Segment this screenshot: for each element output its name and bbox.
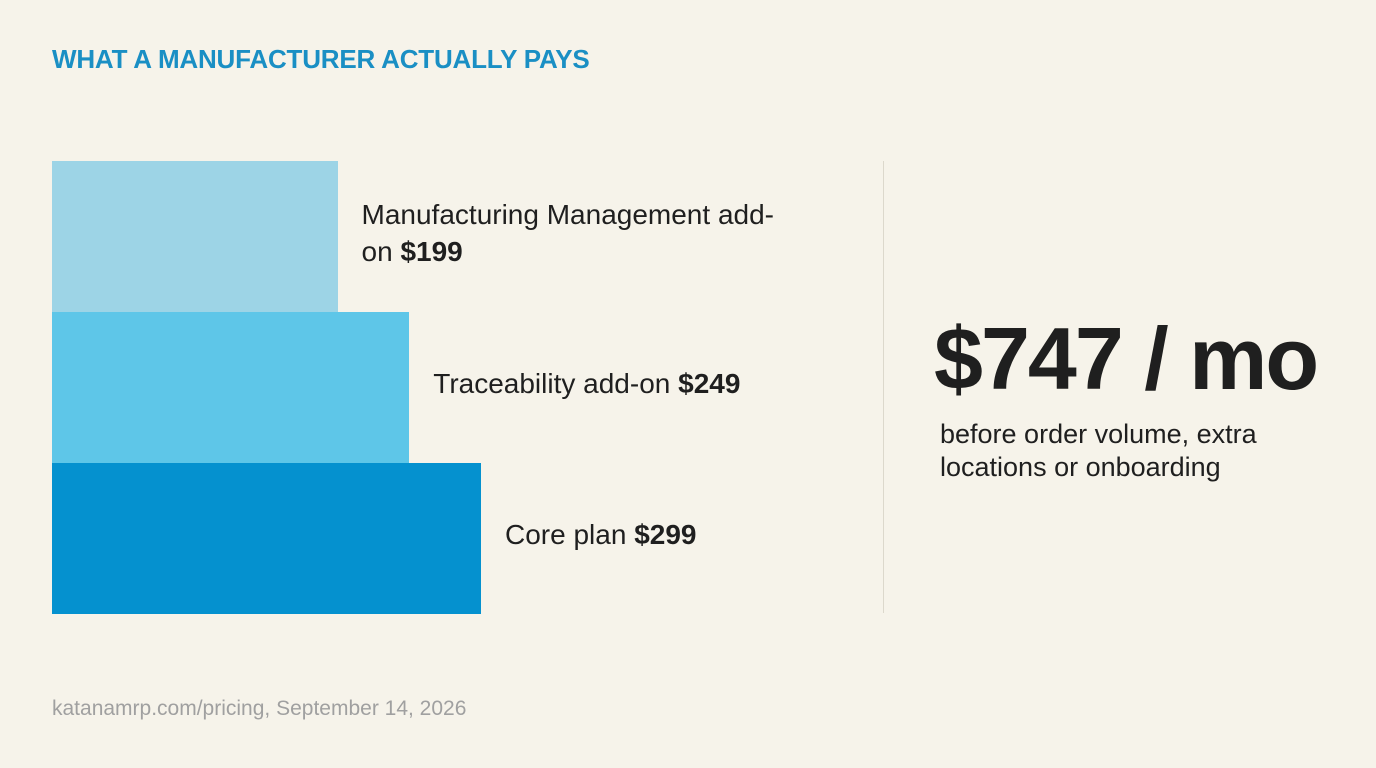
value-label: $249	[678, 368, 741, 399]
category-label: Manufacturing Management add-on	[361, 198, 774, 267]
category-label: Core plan	[505, 519, 627, 550]
category-label: Traceability add-on	[433, 368, 671, 399]
source: katanamrp.com/pricing, September 14, 202…	[52, 697, 467, 720]
bar	[52, 161, 338, 312]
divider	[883, 161, 884, 613]
bar	[52, 312, 410, 463]
total-note: before order volume, extra locations or …	[940, 419, 1257, 482]
bar-label: Core plan $299	[505, 516, 925, 553]
bar	[52, 463, 481, 614]
bar-label: Manufacturing Management add-on $199	[362, 196, 782, 270]
value-label: $299	[634, 519, 697, 550]
total: $747 / mo	[934, 309, 1319, 408]
value-label: $199	[400, 235, 463, 267]
bar-label: Traceability add-on $249	[433, 365, 853, 402]
chart-title: WHAT A MANUFACTURER ACTUALLY PAYS	[52, 44, 590, 74]
